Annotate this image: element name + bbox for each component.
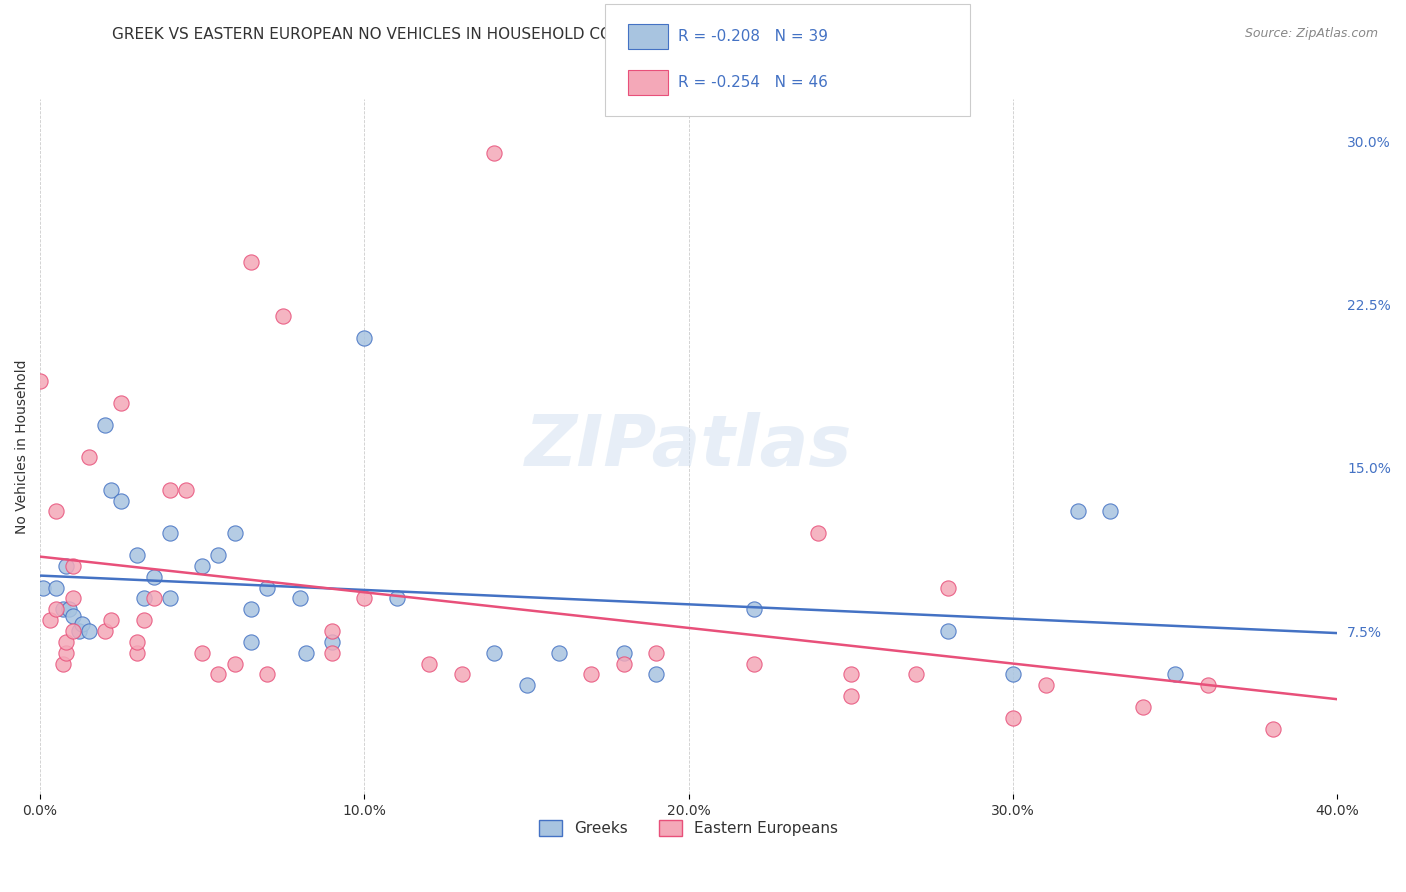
Point	[936, 624, 959, 638]
Point	[548, 646, 571, 660]
Point	[288, 591, 311, 606]
Point	[191, 558, 214, 573]
Text: R = -0.254   N = 46: R = -0.254 N = 46	[678, 76, 828, 90]
Point	[30, 374, 52, 388]
Point	[224, 526, 246, 541]
Point	[224, 657, 246, 671]
Point	[1067, 504, 1090, 518]
Point	[295, 646, 318, 660]
Point	[72, 617, 94, 632]
Point	[1099, 504, 1122, 518]
Text: GREEK VS EASTERN EUROPEAN NO VEHICLES IN HOUSEHOLD CORRELATION CHART: GREEK VS EASTERN EUROPEAN NO VEHICLES IN…	[112, 27, 755, 42]
Point	[1035, 678, 1057, 692]
Point	[353, 330, 375, 344]
Point	[613, 657, 636, 671]
Point	[742, 602, 765, 616]
Point	[1197, 678, 1219, 692]
Point	[936, 581, 959, 595]
Point	[159, 526, 181, 541]
Point	[1002, 667, 1025, 681]
Point	[52, 602, 75, 616]
Point	[55, 558, 77, 573]
Point	[1164, 667, 1187, 681]
Point	[132, 613, 155, 627]
Point	[904, 667, 927, 681]
Point	[77, 450, 100, 464]
Point	[742, 657, 765, 671]
Point	[645, 667, 668, 681]
Point	[55, 646, 77, 660]
Point	[45, 581, 67, 595]
Point	[94, 624, 117, 638]
Point	[450, 667, 472, 681]
Point	[52, 657, 75, 671]
Point	[62, 608, 84, 623]
Point	[62, 558, 84, 573]
Point	[191, 646, 214, 660]
Point	[127, 646, 149, 660]
Point	[256, 581, 278, 595]
Point	[207, 667, 229, 681]
Point	[385, 591, 408, 606]
Point	[58, 602, 80, 616]
Point	[1261, 722, 1284, 736]
Point	[353, 591, 375, 606]
Text: ZIPatlas: ZIPatlas	[524, 412, 852, 481]
Point	[839, 690, 862, 704]
Point	[273, 309, 295, 323]
Point	[132, 591, 155, 606]
Point	[1002, 711, 1025, 725]
Point	[174, 483, 197, 497]
Point	[645, 646, 668, 660]
Point	[127, 548, 149, 562]
Point	[482, 646, 505, 660]
Point	[581, 667, 603, 681]
Point	[807, 526, 830, 541]
Point	[110, 396, 132, 410]
Point	[100, 613, 122, 627]
Point	[239, 635, 262, 649]
Point	[94, 417, 117, 432]
Text: R = -0.208   N = 39: R = -0.208 N = 39	[678, 29, 828, 44]
Point	[839, 667, 862, 681]
Point	[67, 624, 90, 638]
Y-axis label: No Vehicles in Household: No Vehicles in Household	[15, 359, 30, 533]
Point	[142, 591, 165, 606]
Point	[110, 493, 132, 508]
Point	[62, 624, 84, 638]
Point	[38, 613, 60, 627]
Point	[45, 504, 67, 518]
Point	[1132, 700, 1154, 714]
Point	[239, 254, 262, 268]
Point	[62, 591, 84, 606]
Point	[142, 569, 165, 583]
Point	[516, 678, 538, 692]
Text: Source: ZipAtlas.com: Source: ZipAtlas.com	[1244, 27, 1378, 40]
Point	[256, 667, 278, 681]
Point	[321, 646, 343, 660]
Point	[55, 635, 77, 649]
Point	[159, 483, 181, 497]
Point	[159, 591, 181, 606]
Legend: Greeks, Eastern Europeans: Greeks, Eastern Europeans	[533, 814, 844, 842]
Point	[45, 602, 67, 616]
Point	[613, 646, 636, 660]
Point	[418, 657, 440, 671]
Point	[100, 483, 122, 497]
Point	[32, 581, 55, 595]
Point	[482, 145, 505, 160]
Point	[239, 602, 262, 616]
Point	[321, 624, 343, 638]
Point	[321, 635, 343, 649]
Point	[77, 624, 100, 638]
Point	[207, 548, 229, 562]
Point	[127, 635, 149, 649]
